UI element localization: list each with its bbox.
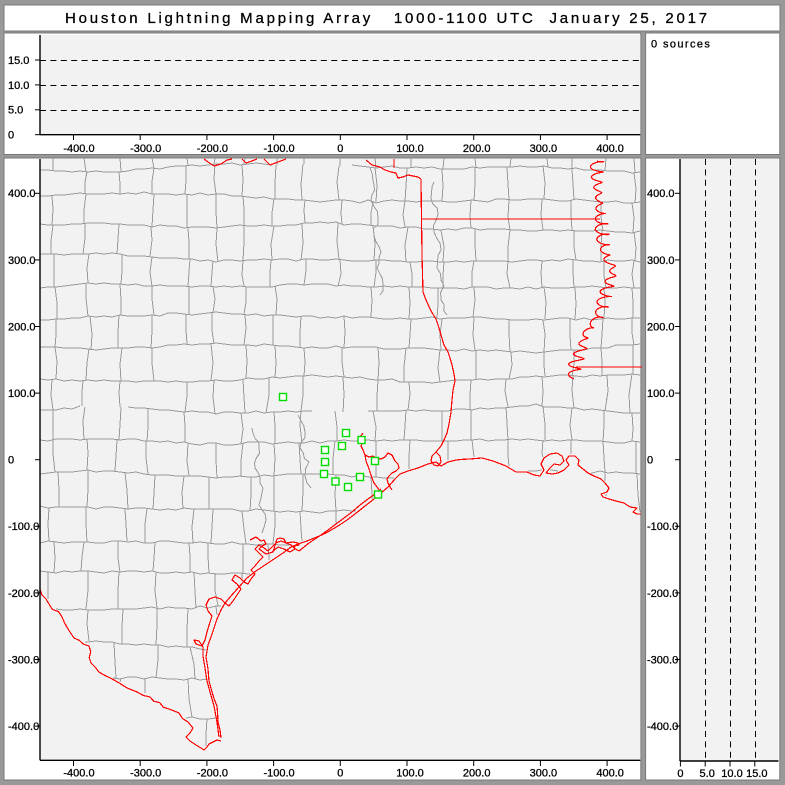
- svg-text:10.0: 10.0: [721, 768, 742, 780]
- svg-text:-100.0: -100.0: [263, 143, 294, 155]
- svg-text:0: 0: [8, 455, 14, 467]
- svg-text:400.0: 400.0: [596, 768, 624, 780]
- svg-text:0: 0: [647, 455, 653, 467]
- svg-text:-400.0: -400.0: [8, 721, 39, 733]
- svg-text:-300.0: -300.0: [130, 143, 161, 155]
- svg-text:10.0: 10.0: [8, 80, 29, 92]
- svg-text:-200.0: -200.0: [197, 768, 228, 780]
- svg-text:300.0: 300.0: [530, 143, 558, 155]
- svg-text:200.0: 200.0: [647, 321, 675, 333]
- svg-text:300.0: 300.0: [8, 255, 36, 267]
- svg-text:-100.0: -100.0: [8, 521, 39, 533]
- svg-text:100.0: 100.0: [647, 388, 675, 400]
- svg-text:0: 0: [337, 768, 343, 780]
- svg-text:-300.0: -300.0: [130, 768, 161, 780]
- svg-text:0: 0: [337, 143, 343, 155]
- svg-text:Houston Lightning Mapping Arra: Houston Lightning Mapping Array 1000-110…: [65, 10, 710, 27]
- svg-text:-200.0: -200.0: [647, 588, 678, 600]
- svg-text:5.0: 5.0: [700, 768, 715, 780]
- svg-text:300.0: 300.0: [647, 255, 675, 267]
- svg-text:-400.0: -400.0: [647, 721, 678, 733]
- svg-text:0: 0: [8, 130, 14, 142]
- svg-text:200.0: 200.0: [8, 321, 36, 333]
- svg-text:100.0: 100.0: [8, 388, 36, 400]
- svg-text:0: 0: [677, 768, 683, 780]
- svg-text:-300.0: -300.0: [8, 654, 39, 666]
- svg-text:200.0: 200.0: [463, 143, 491, 155]
- svg-text:200.0: 200.0: [463, 768, 491, 780]
- svg-text:0 sources: 0 sources: [651, 39, 711, 51]
- svg-text:15.0: 15.0: [746, 768, 767, 780]
- svg-text:400.0: 400.0: [8, 188, 36, 200]
- svg-text:-400.0: -400.0: [63, 143, 94, 155]
- svg-text:-200.0: -200.0: [197, 143, 228, 155]
- svg-text:400.0: 400.0: [596, 143, 624, 155]
- svg-text:5.0: 5.0: [8, 105, 23, 117]
- svg-text:100.0: 100.0: [396, 768, 424, 780]
- svg-text:300.0: 300.0: [530, 768, 558, 780]
- svg-text:-400.0: -400.0: [63, 768, 94, 780]
- svg-text:100.0: 100.0: [396, 143, 424, 155]
- svg-text:-100.0: -100.0: [647, 521, 678, 533]
- svg-text:-100.0: -100.0: [263, 768, 294, 780]
- svg-text:15.0: 15.0: [8, 55, 29, 67]
- svg-text:-300.0: -300.0: [647, 654, 678, 666]
- svg-text:-200.0: -200.0: [8, 588, 39, 600]
- svg-text:400.0: 400.0: [647, 188, 675, 200]
